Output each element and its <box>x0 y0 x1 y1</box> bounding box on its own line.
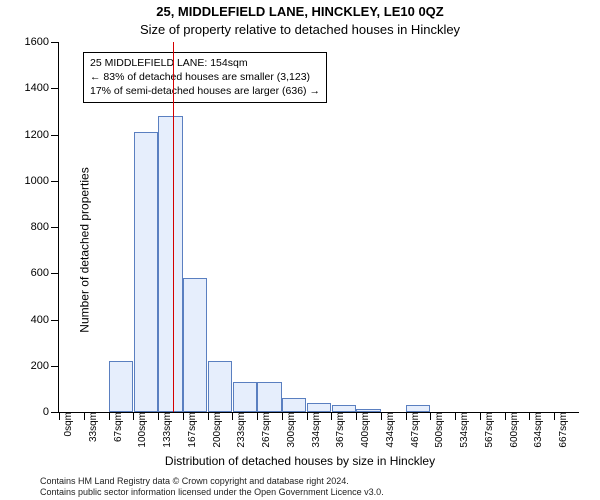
y-tick-label: 1000 <box>25 175 59 187</box>
histogram-bar <box>208 361 232 412</box>
y-tick-label: 200 <box>31 360 59 372</box>
histogram-bar <box>158 116 182 412</box>
annotation-box: 25 MIDDLEFIELD LANE: 154sqm← 83% of deta… <box>83 52 327 103</box>
attribution-line-1: Contains HM Land Registry data © Crown c… <box>40 476 600 487</box>
x-tick-label: 367sqm <box>327 412 346 448</box>
x-tick-label: 67sqm <box>105 412 124 442</box>
attribution: Contains HM Land Registry data © Crown c… <box>0 476 600 498</box>
histogram-bar <box>134 132 158 412</box>
x-tick-label: 233sqm <box>228 412 247 448</box>
x-tick-label: 133sqm <box>154 412 173 448</box>
x-tick-label: 600sqm <box>501 412 520 448</box>
x-tick-label: 0sqm <box>55 412 74 436</box>
chart-title-sub: Size of property relative to detached ho… <box>0 22 600 37</box>
y-tick-label: 1400 <box>25 82 59 94</box>
histogram-bar <box>183 278 207 412</box>
x-tick-label: 534sqm <box>451 412 470 448</box>
x-tick-label: 300sqm <box>278 412 297 448</box>
x-tick-label: 334sqm <box>303 412 322 448</box>
x-tick-label: 33sqm <box>80 412 99 442</box>
x-tick-label: 100sqm <box>129 412 148 448</box>
x-tick-label: 167sqm <box>179 412 198 448</box>
property-marker-line <box>173 42 174 412</box>
annotation-line: ← 83% of detached houses are smaller (3,… <box>90 70 320 84</box>
annotation-line: 17% of semi-detached houses are larger (… <box>90 84 320 98</box>
x-axis-label: Distribution of detached houses by size … <box>0 454 600 468</box>
x-tick-label: 267sqm <box>253 412 272 448</box>
y-tick-label: 1600 <box>25 36 59 48</box>
x-tick-label: 400sqm <box>352 412 371 448</box>
x-tick-label: 467sqm <box>402 412 421 448</box>
y-tick-label: 600 <box>31 267 59 279</box>
histogram-bar <box>356 409 380 412</box>
histogram-bar <box>282 398 306 412</box>
x-tick-label: 434sqm <box>377 412 396 448</box>
y-tick-label: 1200 <box>25 129 59 141</box>
x-tick-label: 567sqm <box>476 412 495 448</box>
histogram-bar <box>307 403 331 412</box>
histogram-bar <box>332 405 356 412</box>
x-tick-label: 667sqm <box>550 412 569 448</box>
y-tick-label: 400 <box>31 314 59 326</box>
x-tick-label: 634sqm <box>525 412 544 448</box>
y-tick-label: 800 <box>31 221 59 233</box>
histogram-bar <box>257 382 281 412</box>
annotation-line: 25 MIDDLEFIELD LANE: 154sqm <box>90 56 320 70</box>
histogram-bar <box>406 405 430 412</box>
histogram-bar <box>233 382 257 412</box>
x-tick-label: 200sqm <box>204 412 223 448</box>
chart-container: 25, MIDDLEFIELD LANE, HINCKLEY, LE10 0QZ… <box>0 0 600 500</box>
x-tick-label: 500sqm <box>426 412 445 448</box>
plot-area: 25 MIDDLEFIELD LANE: 154sqm← 83% of deta… <box>58 42 579 413</box>
attribution-line-2: Contains public sector information licen… <box>40 487 600 498</box>
histogram-bar <box>109 361 133 412</box>
chart-title-main: 25, MIDDLEFIELD LANE, HINCKLEY, LE10 0QZ <box>0 4 600 19</box>
